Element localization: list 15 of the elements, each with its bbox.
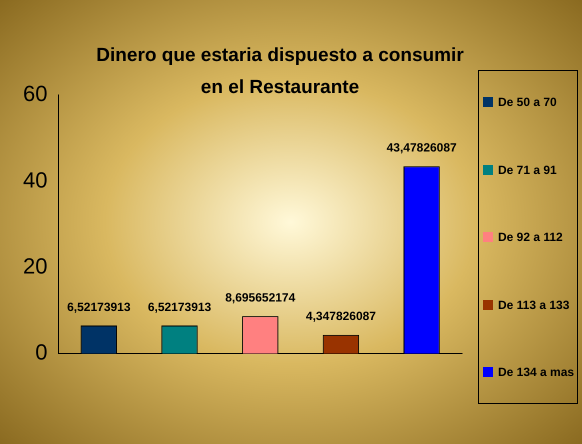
y-tick-label: 40 [22, 167, 48, 192]
legend-label: De 50 a 70 [498, 94, 557, 111]
chart-title: Dinero que estaria dispuesto a consumir en el Restaurante [95, 44, 465, 100]
data-label: 8,695652174 [225, 290, 296, 304]
data-label: 43,47826087 [386, 140, 458, 155]
legend-label: De 134 a mas [498, 364, 574, 381]
data-label: 6,52173913 [67, 300, 131, 314]
legend-label: De 71 a 91 [498, 162, 557, 178]
y-tick-label: 20 [22, 253, 48, 278]
data-label: 6,52173913 [148, 300, 212, 314]
legend-label: De 113 a 133 [498, 296, 570, 314]
data-label: 4,347826087 [306, 309, 376, 324]
y-tick-label: 60 [22, 81, 48, 106]
legend-label: De 92 a 112 [498, 229, 563, 246]
y-tick-label: 0 [35, 340, 48, 365]
